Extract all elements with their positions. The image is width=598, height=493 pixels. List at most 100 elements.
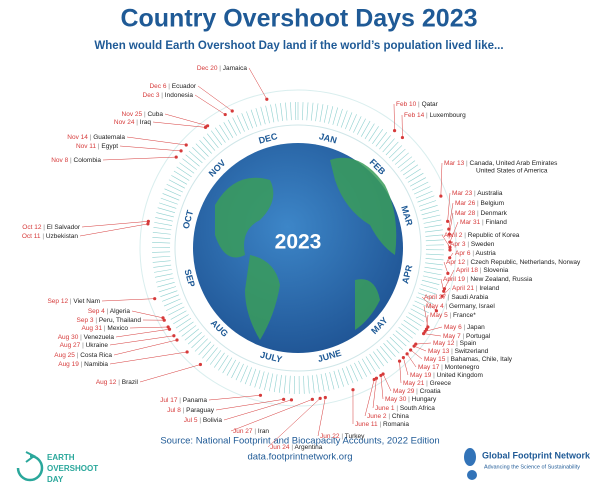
day-tick [162, 193, 180, 201]
separator: | [142, 111, 147, 118]
entry-country: Iran [258, 428, 270, 435]
entry-label: April 21 | Ireland [452, 285, 500, 292]
date-dot [175, 338, 179, 342]
day-tick [270, 104, 275, 123]
entry-country: Slovenia [483, 267, 508, 274]
entry-label: Nov 14 | Guatemala [67, 134, 125, 141]
day-tick [417, 292, 435, 300]
separator: | [424, 380, 429, 387]
entry-label: Dec 20 | Jamaica [197, 65, 248, 72]
day-tick [152, 237, 171, 239]
ring-outline [139, 89, 457, 407]
entry-country: Saudi Arabia [451, 294, 488, 301]
date-dot [230, 109, 234, 113]
day-tick [375, 131, 388, 147]
entry-label: April 27 | Saudi Arabia [424, 294, 489, 301]
day-tick [425, 258, 444, 261]
entry-label: Mar 23 | Australia [452, 190, 503, 197]
day-tick [395, 330, 410, 343]
entry-label: Aug 31 | Mexico [81, 325, 128, 332]
leader-line [415, 342, 432, 345]
entry-label: June 1 | South Africa [375, 405, 435, 412]
entry-date: Aug 25 [54, 352, 75, 359]
entry-country: Qatar [422, 101, 439, 108]
day-tick [423, 219, 442, 224]
leader-line [403, 357, 409, 376]
entry-date: Apr 6 [455, 250, 471, 257]
entry-label: Aug 25 | Costa Rica [54, 352, 112, 359]
separator: | [462, 324, 467, 331]
day-tick [325, 372, 330, 391]
entry-label: May 19 | United Kingdom [410, 372, 483, 379]
entry-date: Mar 13 [444, 160, 465, 167]
day-tick [302, 102, 304, 121]
right-logo: Global Footprint Network Advancing the S… [464, 448, 591, 480]
leader-line [441, 287, 451, 297]
day-tick [215, 127, 226, 143]
day-tick [241, 113, 249, 131]
day-tick [392, 333, 407, 347]
day-tick [192, 147, 206, 160]
continents [215, 157, 397, 340]
leader-line [81, 221, 149, 228]
logo-text: OVERSHOOT [47, 464, 98, 473]
date-dot [282, 397, 286, 401]
leader-line [440, 278, 444, 292]
entry-date: Aug 30 [58, 334, 79, 341]
entry-date: June 1 [375, 405, 395, 412]
day-tick [260, 106, 266, 125]
leader-line [364, 379, 375, 417]
date-dot [439, 194, 443, 198]
date-dot [442, 289, 446, 293]
day-ticks [152, 102, 444, 394]
entry-date: Mar 31 [460, 219, 481, 226]
day-tick [160, 290, 178, 297]
entry-country: South Africa [400, 405, 435, 412]
separator: | [79, 361, 84, 368]
day-tick [191, 335, 205, 349]
separator: | [340, 433, 345, 440]
separator: | [177, 397, 182, 404]
day-tick [425, 234, 444, 237]
footprint-icon [464, 448, 476, 466]
day-tick [168, 179, 185, 189]
leader-line [197, 85, 233, 112]
separator: | [406, 396, 411, 403]
day-tick [412, 304, 429, 314]
day-tick [173, 314, 189, 325]
date-dot [185, 350, 189, 354]
month-label: OCT [181, 209, 196, 230]
day-tick [425, 262, 444, 266]
entry-date: Jun 27 [233, 428, 253, 435]
leader-line [101, 298, 155, 302]
entry-label: Nov 25 | Cuba [122, 111, 164, 118]
day-tick [401, 323, 416, 335]
day-tick [425, 239, 444, 242]
day-tick [249, 368, 257, 386]
entry-country: Venezuela [84, 334, 115, 341]
date-dot [379, 373, 383, 378]
leader-line [380, 375, 384, 400]
entry-date: May 19 [410, 372, 432, 379]
entry-label: May 5 | France* [430, 312, 476, 319]
date-dot [397, 359, 402, 363]
entry-country: Montenegro [445, 364, 480, 371]
entry-country: Czech Republic, Netherlands, Norway [470, 259, 581, 266]
day-tick [275, 103, 279, 122]
separator: | [102, 325, 107, 332]
day-tick [416, 296, 434, 305]
day-tick [369, 353, 380, 370]
day-tick [418, 200, 437, 207]
entry-country: Hungary [412, 396, 437, 403]
day-tick [403, 319, 419, 331]
day-tick [153, 264, 172, 268]
entry-country: China [392, 413, 409, 420]
leader-line [129, 326, 169, 329]
leader-line [230, 399, 313, 432]
day-tick [412, 181, 429, 191]
separator: | [134, 119, 139, 126]
entry-country: Australia [477, 190, 503, 197]
entry-date: May 4 [426, 303, 444, 310]
date-dot [448, 256, 452, 260]
entry-country: Switzerland [455, 348, 489, 355]
